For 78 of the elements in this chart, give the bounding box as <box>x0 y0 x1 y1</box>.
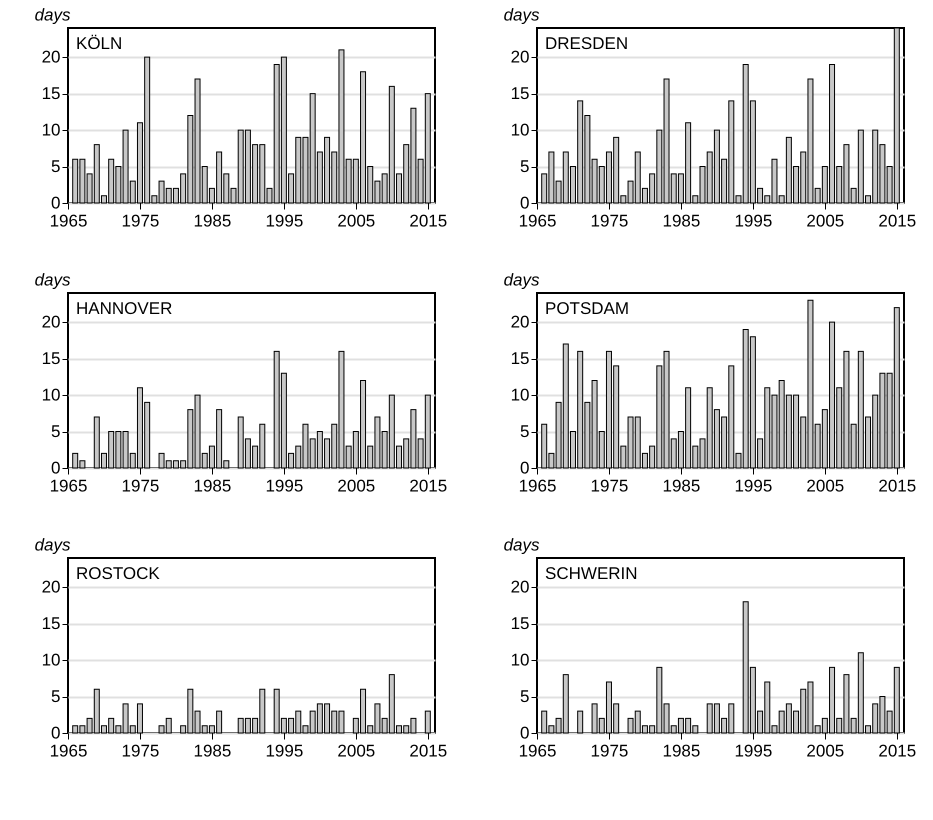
x-tick-label: 1995 <box>734 476 772 496</box>
x-tick-label: 1975 <box>590 212 628 230</box>
y-tick-label: 10 <box>42 386 60 405</box>
y-tick-label: 5 <box>51 422 60 442</box>
y-tick-label: 0 <box>51 724 60 742</box>
x-tick-label: 1985 <box>194 742 232 760</box>
y-tick-label: 5 <box>520 687 530 706</box>
x-tick-label: 1965 <box>518 742 556 760</box>
y-tick-label: 15 <box>510 84 530 104</box>
x-tick-label: 1965 <box>50 212 88 230</box>
x-tick-label: 2015 <box>409 476 448 496</box>
y-tick-label: 20 <box>42 48 60 67</box>
x-tick-label: 2005 <box>337 742 376 760</box>
x-tick-label: 1975 <box>122 742 160 760</box>
y-tick-label: 10 <box>510 120 530 140</box>
x-tick-label: 1985 <box>194 212 232 230</box>
x-tick-label: 2005 <box>806 476 844 496</box>
y-tick-label: 0 <box>51 458 60 478</box>
y-tick-label: 5 <box>51 687 60 706</box>
y-axis-title: days <box>34 270 71 290</box>
x-tick-label: 1965 <box>518 212 556 230</box>
x-tick-label: 1985 <box>662 212 700 230</box>
y-tick-label: 10 <box>510 650 530 670</box>
x-tick-label: 1975 <box>590 476 628 496</box>
chart-title: ROSTOCK <box>76 564 160 583</box>
y-axis-title: days <box>34 536 71 554</box>
chart-title: KÖLN <box>76 34 122 53</box>
y-axis-title: days <box>504 6 540 24</box>
x-tick-label: 1995 <box>734 212 772 230</box>
x-tick-label: 2015 <box>878 742 916 760</box>
x-tick-label: 2015 <box>878 476 916 496</box>
y-tick-label: 5 <box>520 157 530 176</box>
y-axis-title: days <box>504 270 540 290</box>
y-tick-label: 0 <box>520 194 530 212</box>
chart-title: HANNOVER <box>76 299 172 318</box>
y-tick-label: 0 <box>520 724 530 742</box>
x-tick-label: 1975 <box>122 476 160 496</box>
chart-title: DRESDEN <box>545 34 628 53</box>
x-tick-label: 1985 <box>194 476 232 496</box>
y-tick-label: 0 <box>51 194 60 212</box>
y-tick-label: 0 <box>520 458 530 478</box>
x-tick-label: 2005 <box>806 212 844 230</box>
x-tick-label: 1965 <box>518 476 556 496</box>
x-tick-label: 1965 <box>50 742 88 760</box>
y-tick-label: 15 <box>510 614 530 634</box>
chart-title: SCHWERIN <box>545 564 638 583</box>
x-tick-label: 1995 <box>265 742 304 760</box>
x-tick-label: 2005 <box>337 212 376 230</box>
y-tick-label: 10 <box>42 650 60 670</box>
x-tick-label: 1995 <box>265 476 304 496</box>
y-tick-label: 15 <box>42 349 60 368</box>
y-tick-label: 20 <box>42 312 60 332</box>
x-tick-label: 2005 <box>337 476 376 496</box>
y-tick-label: 15 <box>42 84 60 104</box>
x-tick-label: 1985 <box>662 476 700 496</box>
x-tick-label: 1975 <box>590 742 628 760</box>
y-tick-label: 10 <box>510 386 530 405</box>
y-tick-label: 20 <box>510 312 530 332</box>
x-tick-label: 1975 <box>122 212 160 230</box>
x-tick-label: 1995 <box>265 212 304 230</box>
y-tick-label: 5 <box>51 157 60 176</box>
y-tick-label: 20 <box>510 48 530 67</box>
x-tick-label: 1965 <box>50 476 88 496</box>
x-tick-label: 1995 <box>734 742 772 760</box>
x-tick-label: 1985 <box>662 742 700 760</box>
y-tick-label: 20 <box>510 578 530 597</box>
y-tick-label: 15 <box>42 614 60 634</box>
x-tick-label: 2005 <box>806 742 844 760</box>
x-tick-label: 2015 <box>409 212 448 230</box>
x-tick-label: 2015 <box>409 742 448 760</box>
y-axis-title: days <box>504 536 540 554</box>
x-tick-label: 2015 <box>878 212 916 230</box>
chart-title: POTSDAM <box>545 299 630 318</box>
y-tick-label: 5 <box>520 422 530 442</box>
y-tick-label: 15 <box>510 349 530 368</box>
y-axis-title: days <box>34 6 71 24</box>
y-tick-label: 10 <box>42 120 60 140</box>
y-tick-label: 20 <box>42 578 60 597</box>
